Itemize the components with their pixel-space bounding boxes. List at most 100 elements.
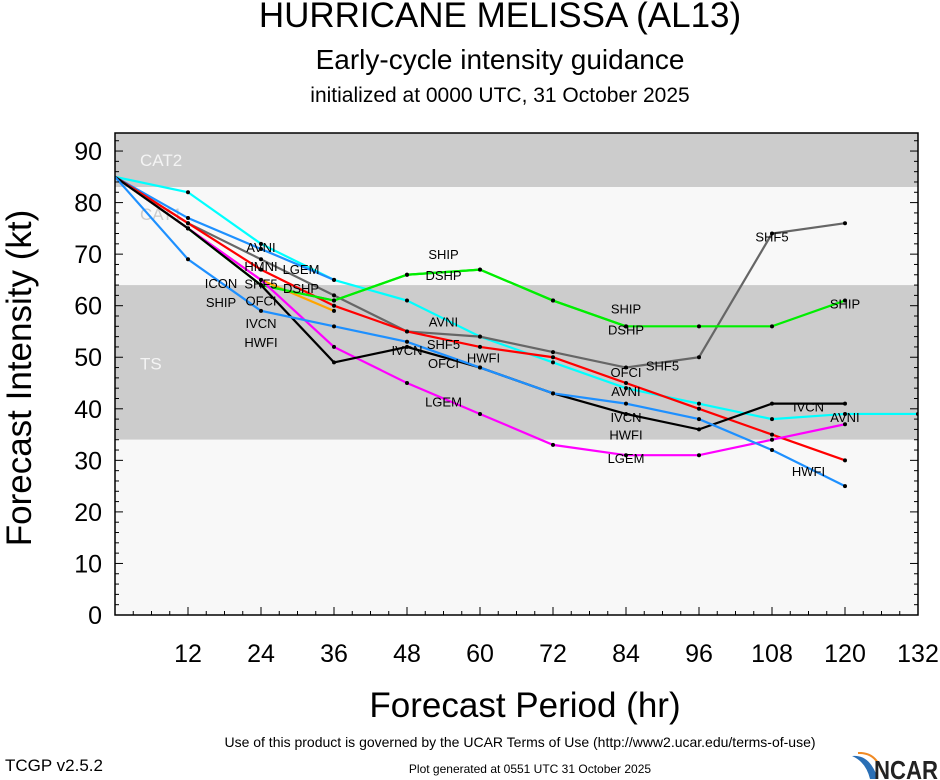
data-point-lgem xyxy=(551,442,555,447)
band-below-ts xyxy=(115,439,918,615)
data-point-lgem xyxy=(843,422,847,427)
data-point-avni xyxy=(186,190,190,195)
data-point-ship xyxy=(624,324,628,329)
data-point-ivcn xyxy=(405,344,409,349)
x-tick-label: 60 xyxy=(466,640,494,668)
x-tick-label: 108 xyxy=(751,640,793,668)
data-point-lgem xyxy=(697,453,701,458)
data-point-ivcn xyxy=(697,427,701,432)
series-label-dshp: DSHP xyxy=(608,322,644,337)
terms-of-use: Use of this product is governed by the U… xyxy=(224,734,816,750)
y-tick-label: 70 xyxy=(74,241,102,269)
data-point-ship xyxy=(332,298,336,303)
series-line-hmni xyxy=(115,175,335,281)
data-point-ofci xyxy=(843,458,847,463)
data-point-ofci xyxy=(770,432,774,437)
x-tick-label: 84 xyxy=(612,640,640,668)
data-point-shf5 xyxy=(770,231,774,236)
series-label-dshp: DSHP xyxy=(425,268,461,283)
series-label-avni: AVNI xyxy=(429,315,458,330)
series-label-lgem: LGEM xyxy=(608,451,645,466)
y-tick-label: 0 xyxy=(88,602,102,630)
data-point-hwfi xyxy=(478,365,482,370)
data-point-hmni xyxy=(332,277,336,282)
y-tick-label: 60 xyxy=(74,293,102,321)
series-label-lgem: LGEM xyxy=(283,262,320,277)
data-point-hwfi xyxy=(624,401,628,406)
x-tick-label: 24 xyxy=(247,640,275,668)
data-point-ivcn xyxy=(624,411,628,416)
x-tick-label: 96 xyxy=(685,640,713,668)
x-tick-label: 132 xyxy=(897,640,939,668)
chart-title: HURRICANE MELISSA (AL13) xyxy=(258,0,742,35)
y-tick-label: 80 xyxy=(74,190,102,218)
data-point-ivcn xyxy=(332,360,336,365)
data-point-hwfi xyxy=(843,484,847,489)
data-point-ofci xyxy=(624,381,628,386)
data-point-shf5 xyxy=(697,355,701,360)
band-label-cat2: CAT2 xyxy=(140,151,182,170)
data-point-ofci xyxy=(186,221,190,226)
series-label-shf5: SHF5 xyxy=(755,230,788,245)
init-time: initialized at 0000 UTC, 31 October 2025 xyxy=(310,84,690,107)
data-point-shf5 xyxy=(843,221,847,226)
series-label-ofci: OFCI xyxy=(610,365,641,380)
band-label-ts: TS xyxy=(140,354,162,373)
series-label-icon: ICON xyxy=(205,276,238,291)
data-point-shf5 xyxy=(259,257,263,262)
series-label-hwfi: HWFI xyxy=(792,464,825,479)
svg-text:NCAR: NCAR xyxy=(874,755,938,780)
data-point-ofci xyxy=(405,329,409,334)
data-point-ship xyxy=(843,298,847,303)
series-label-lgem: LGEM xyxy=(425,394,462,409)
data-point-lgem xyxy=(770,437,774,442)
data-point-hwfi xyxy=(405,339,409,344)
y-tick-label: 20 xyxy=(74,499,102,527)
data-point-avni xyxy=(697,401,701,406)
series-label-ship: SHIP xyxy=(830,297,860,312)
data-point-ivcn xyxy=(186,226,190,231)
data-point-avni xyxy=(259,241,263,246)
version-label: TCGP v2.5.2 xyxy=(5,756,103,775)
data-point-lgem xyxy=(405,381,409,386)
data-point-avni xyxy=(551,360,555,365)
series-label-avni: AVNI xyxy=(246,240,275,255)
series-labels-group: AVNI AVNI AVNI AVNI HMNI SHF5 SHF5 SHF5 SHF5 OFCI… xyxy=(205,230,860,480)
series-label-hwfi: HWFI xyxy=(244,335,277,350)
series-label-ofci: OFCI xyxy=(245,294,276,309)
series-label-ivcn: IVCN xyxy=(391,343,422,358)
band-cat2 xyxy=(115,133,918,188)
x-tick-label: 72 xyxy=(539,640,567,668)
data-point-hmni xyxy=(259,246,263,251)
data-point-shf5 xyxy=(624,365,628,370)
series-label-shf5: SHF5 xyxy=(646,358,679,373)
series-line-avni xyxy=(115,175,918,421)
y-tick-label: 10 xyxy=(74,550,102,578)
band-ts xyxy=(115,285,918,440)
series-label-ship: SHIP xyxy=(206,295,236,310)
data-point-ofci xyxy=(478,344,482,349)
x-tick-label: 12 xyxy=(174,640,202,668)
data-point-avni xyxy=(770,417,774,422)
data-point-hwfi xyxy=(770,448,774,453)
data-point-avni xyxy=(843,411,847,416)
chart-subtitle: Early-cycle intensity guidance xyxy=(315,44,685,75)
data-point-hmni xyxy=(186,216,190,221)
data-point-ship xyxy=(405,272,409,277)
series-label-hwfi: HWFI xyxy=(467,351,500,366)
series-label-dshp: DSHP xyxy=(283,281,319,296)
data-point-shf5 xyxy=(332,293,336,298)
series-label-avni: AVNI xyxy=(611,384,640,399)
series-label-hwfi: HWFI xyxy=(609,428,642,443)
data-point-ivcn xyxy=(770,401,774,406)
data-point-lgem xyxy=(478,411,482,416)
y-tick-label: 40 xyxy=(74,396,102,424)
series-label-ofci: OFCI xyxy=(428,356,459,371)
data-point-lgem xyxy=(332,344,336,349)
data-point-ship xyxy=(478,267,482,272)
data-point-ofci xyxy=(259,267,263,272)
y-axis-label: Forecast Intensity (kt) xyxy=(0,209,39,547)
data-point-lgem xyxy=(624,453,628,458)
series-label-ivcn: IVCN xyxy=(610,410,641,425)
